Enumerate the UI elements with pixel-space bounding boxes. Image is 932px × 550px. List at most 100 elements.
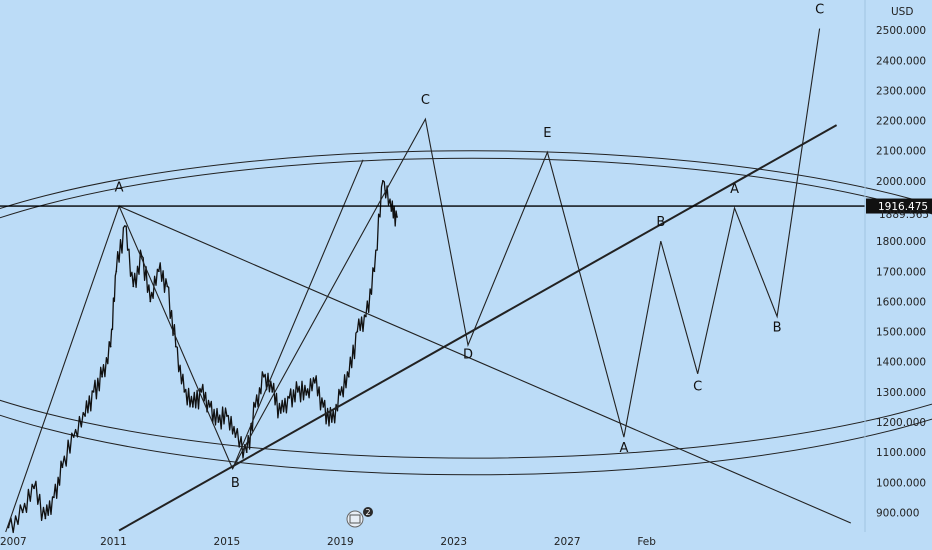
trend-line-3[interactable] — [232, 159, 364, 469]
wave-label-a: A — [619, 441, 628, 456]
price-point — [396, 216, 398, 218]
x-tick-label: Feb — [637, 536, 656, 548]
price-point — [183, 390, 186, 393]
secondary-price-value: 1889.565 — [879, 209, 929, 221]
wave-label-c: C — [693, 379, 702, 394]
price-point — [33, 487, 35, 490]
price-layer — [7, 179, 398, 534]
price-point — [101, 375, 103, 378]
price-point — [254, 406, 257, 408]
price-point — [115, 270, 118, 273]
currency-label: USD — [891, 6, 913, 18]
current-price-value: 1916.475 — [878, 201, 928, 213]
x-tick-label: 2027 — [554, 536, 581, 548]
projection-ellipse-1[interactable] — [0, 157, 932, 476]
price-axis[interactable]: 2500.000 2400.000 2300.000 2200.000 2100.000… — [876, 25, 926, 519]
price-point — [174, 345, 177, 348]
time-axis[interactable]: 2007 2011 2015 2019 2023 2027 Feb — [0, 536, 656, 548]
price-point — [44, 517, 47, 520]
price-point — [72, 436, 75, 438]
price-point — [21, 511, 24, 514]
ellipse-layer — [0, 150, 932, 476]
wave-label-d: D — [463, 348, 473, 363]
price-point — [208, 406, 211, 408]
wave-label-b: B — [773, 321, 782, 336]
x-tick-label: 2015 — [214, 536, 241, 548]
price-point — [373, 270, 376, 273]
y-tick-label: 2200.000 — [876, 116, 926, 128]
price-point — [234, 436, 237, 438]
y-tick-label: 2000.000 — [876, 176, 926, 188]
x-tick-label: 2023 — [440, 536, 467, 548]
wave-label-b: B — [231, 476, 240, 491]
secondary-price-tag: 1889.565 — [879, 209, 929, 221]
wave-projection-line[interactable] — [5, 28, 821, 533]
price-point — [92, 390, 95, 393]
logo-icon — [346, 510, 364, 528]
price-point — [296, 390, 299, 393]
y-tick-label: 1400.000 — [876, 357, 926, 369]
price-point — [7, 526, 10, 529]
logo-badge-count: 2 — [366, 508, 371, 517]
y-tick-label: 1000.000 — [876, 477, 926, 489]
wave-label-a: A — [730, 182, 739, 197]
y-tick-label: 2100.000 — [876, 146, 926, 158]
price-point — [149, 300, 152, 303]
price-point — [191, 406, 194, 408]
y-tick-label: 1600.000 — [876, 296, 926, 308]
price-point — [347, 375, 350, 378]
price-point — [245, 451, 248, 454]
price-point — [339, 393, 342, 396]
price-point — [330, 421, 333, 423]
price-point — [390, 210, 393, 212]
price-point — [313, 381, 316, 384]
projection-ellipse-2[interactable] — [0, 150, 932, 459]
current-price-tag-bg — [866, 198, 932, 214]
price-point — [61, 466, 64, 469]
price-point — [364, 315, 367, 318]
wave-label-c: C — [421, 93, 430, 108]
y-tick-label: 1200.000 — [876, 417, 926, 429]
price-point — [262, 375, 265, 378]
y-tick-label: 1100.000 — [876, 447, 926, 459]
price-point — [279, 412, 282, 414]
price-point — [166, 285, 169, 288]
tradingview-logo[interactable]: 2 — [346, 507, 373, 528]
price-point — [225, 415, 228, 417]
logo-badge — [363, 507, 373, 517]
price-point — [381, 179, 384, 182]
y-tick-label: 1300.000 — [876, 387, 926, 399]
y-tick-label: 1700.000 — [876, 266, 926, 278]
trend-line-2[interactable] — [118, 124, 838, 532]
y-tick-label: 2500.000 — [876, 25, 926, 37]
logo-icon-bars — [349, 514, 361, 524]
x-tick-label: 2007 — [0, 536, 27, 548]
y-tick-label: 2400.000 — [876, 55, 926, 67]
price-point — [356, 330, 359, 333]
price-point — [123, 225, 126, 227]
price-point — [271, 390, 274, 393]
y-tick-label: 2300.000 — [876, 85, 926, 97]
x-tick-label: 2019 — [327, 536, 354, 548]
wave-lines-layer — [5, 28, 852, 533]
price-point — [217, 421, 220, 423]
x-tick-label: 2011 — [100, 536, 127, 548]
wave-label-b: B — [656, 215, 665, 230]
price-point — [157, 270, 160, 273]
price-point — [132, 285, 135, 288]
price-point — [52, 496, 55, 499]
trend-line-1[interactable] — [118, 205, 852, 524]
price-point — [288, 396, 291, 399]
y-tick-label: 1800.000 — [876, 236, 926, 248]
price-point — [84, 415, 86, 417]
y-tick-label: 1500.000 — [876, 327, 926, 339]
price-point — [305, 393, 308, 396]
current-price-tag: 1916.475 — [866, 198, 932, 214]
wave-label-e: E — [543, 126, 551, 141]
price-point — [322, 406, 325, 408]
y-tick-label: 900.000 — [876, 507, 919, 519]
price-point — [109, 345, 112, 348]
wave-label-a: A — [115, 180, 124, 195]
